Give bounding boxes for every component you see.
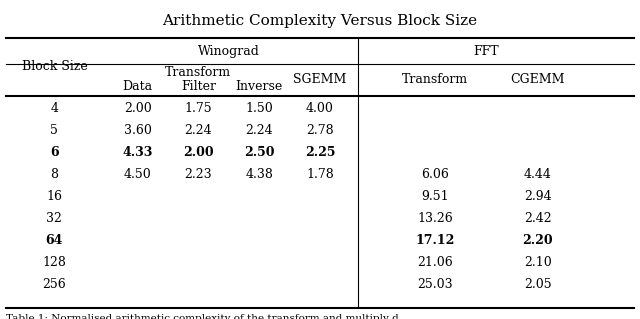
- Text: 64: 64: [45, 234, 63, 247]
- Text: 128: 128: [42, 256, 67, 269]
- Text: 1.78: 1.78: [306, 168, 334, 181]
- Text: 2.42: 2.42: [524, 212, 552, 225]
- Text: SGEMM: SGEMM: [293, 73, 347, 86]
- Text: 2.24: 2.24: [184, 124, 212, 137]
- Text: 2.78: 2.78: [306, 124, 334, 137]
- Text: 5: 5: [51, 124, 58, 137]
- Text: 2.00: 2.00: [183, 146, 214, 159]
- Text: 4.33: 4.33: [122, 146, 153, 159]
- Text: 1.50: 1.50: [245, 102, 273, 115]
- Text: 2.25: 2.25: [305, 146, 335, 159]
- Text: Transform: Transform: [402, 73, 468, 86]
- Text: 2.50: 2.50: [244, 146, 275, 159]
- Text: 6.06: 6.06: [421, 168, 449, 181]
- Text: Filter: Filter: [181, 80, 216, 93]
- Text: 16: 16: [47, 190, 63, 203]
- Text: FFT: FFT: [474, 45, 499, 57]
- Text: 13.26: 13.26: [417, 212, 453, 225]
- Text: 2.10: 2.10: [524, 256, 552, 269]
- Text: 21.06: 21.06: [417, 256, 453, 269]
- Text: 2.05: 2.05: [524, 278, 552, 291]
- Text: 256: 256: [42, 278, 67, 291]
- Text: 25.03: 25.03: [417, 278, 453, 291]
- Text: 2.00: 2.00: [124, 102, 152, 115]
- Text: 9.51: 9.51: [421, 190, 449, 203]
- Text: Transform: Transform: [165, 66, 232, 79]
- Text: 3.60: 3.60: [124, 124, 152, 137]
- Text: 8: 8: [51, 168, 58, 181]
- Text: Table 1: Normalised arithmetic complexity of the transform and multiply d...: Table 1: Normalised arithmetic complexit…: [6, 314, 409, 319]
- Text: 2.24: 2.24: [245, 124, 273, 137]
- Text: 2.23: 2.23: [184, 168, 212, 181]
- Text: 4.50: 4.50: [124, 168, 152, 181]
- Text: Block Size: Block Size: [22, 61, 87, 73]
- Text: 2.94: 2.94: [524, 190, 552, 203]
- Text: 4.00: 4.00: [306, 102, 334, 115]
- Text: CGEMM: CGEMM: [510, 73, 565, 86]
- Text: 1.75: 1.75: [184, 102, 212, 115]
- Text: 4: 4: [51, 102, 58, 115]
- Text: 32: 32: [47, 212, 62, 225]
- Text: Winograd: Winograd: [198, 45, 260, 57]
- Text: 4.38: 4.38: [245, 168, 273, 181]
- Text: Data: Data: [122, 80, 153, 93]
- Text: 4.44: 4.44: [524, 168, 552, 181]
- Text: Inverse: Inverse: [236, 80, 283, 93]
- Text: 2.20: 2.20: [522, 234, 553, 247]
- Text: Arithmetic Complexity Versus Block Size: Arithmetic Complexity Versus Block Size: [163, 14, 477, 28]
- Text: 17.12: 17.12: [415, 234, 455, 247]
- Text: 6: 6: [50, 146, 59, 159]
